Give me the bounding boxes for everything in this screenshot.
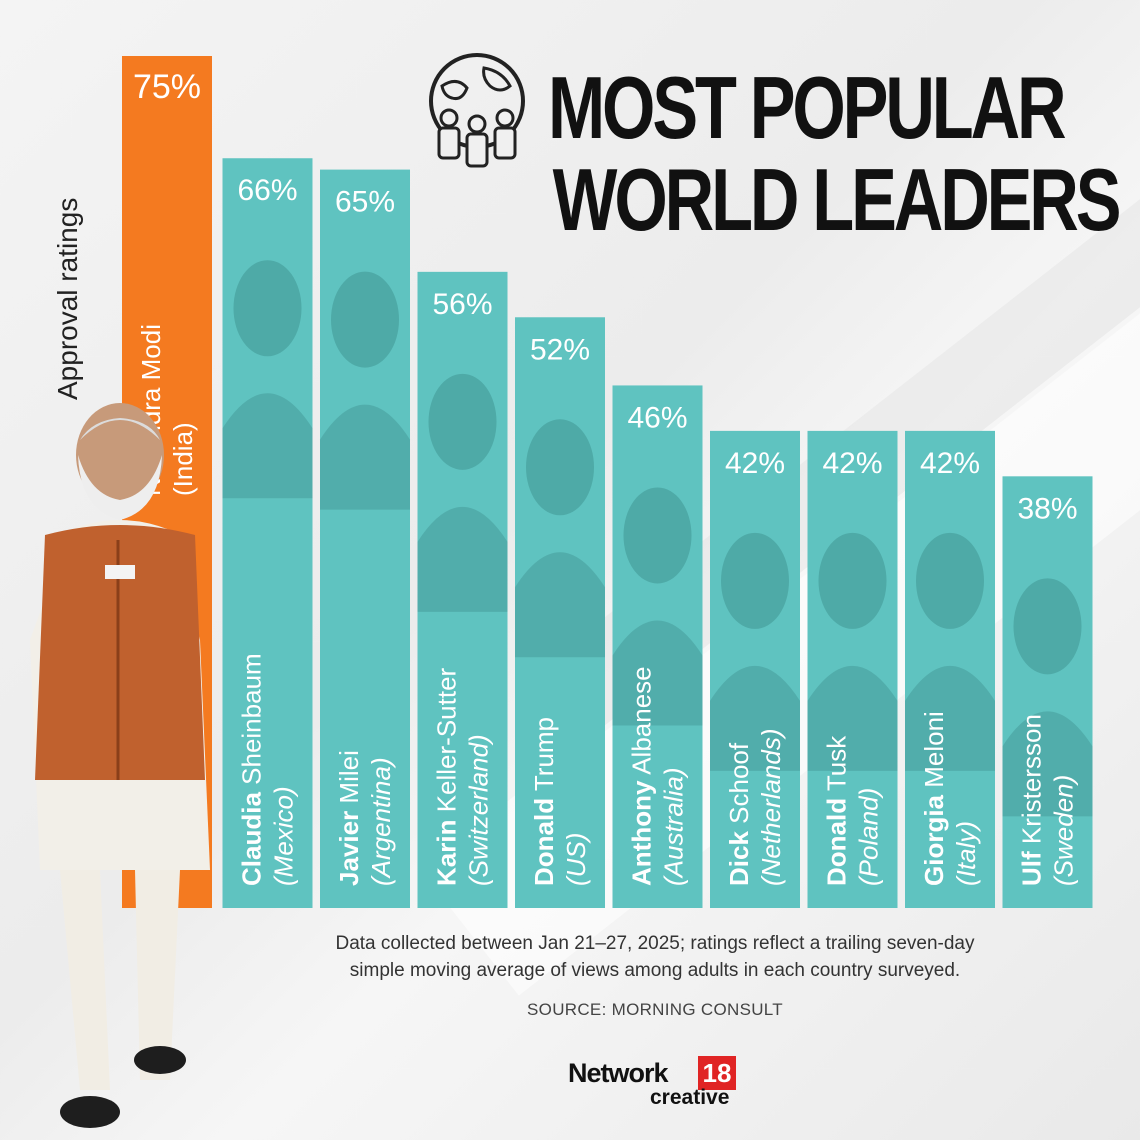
bar-2 — [320, 169, 410, 909]
chart-title: MOST POPULAR WORLD LEADERS — [548, 58, 1122, 249]
value-label-5: 46% — [627, 401, 687, 434]
portrait-shade-3 — [428, 373, 497, 470]
name-label-3: Karin Keller-Sutter — [432, 667, 462, 886]
source-credit: SOURCE: MORNING CONSULT — [527, 1000, 783, 1019]
footnote-line-1: Data collected between Jan 21–27, 2025; … — [335, 933, 975, 954]
country-label-4: (US) — [561, 833, 591, 886]
bar-group-7: 42% Donald Tusk(Poland) — [807, 430, 898, 908]
value-label-0: 75% — [133, 68, 201, 106]
name-label-8: Giorgia Meloni — [919, 711, 949, 886]
bar-4 — [515, 317, 605, 908]
portrait-shoulders-8 — [905, 665, 995, 771]
bar-group-6: 42% Dick Schoof (Netherlands) — [710, 430, 800, 908]
country-label-5: (Australia) — [659, 768, 689, 886]
value-label-8: 42% — [920, 447, 980, 480]
name-label-1: Claudia Sheinbaum — [237, 653, 267, 886]
name-label-6: Dick Schoof — [724, 742, 754, 886]
bar-group-5: 46% Anthony Albanese(Australia) — [612, 385, 703, 908]
value-label-7: 42% — [822, 447, 882, 480]
name-label-2: Javier Milei — [334, 750, 364, 886]
country-label-3: (Switzerland) — [464, 734, 494, 886]
value-label-2: 65% — [335, 186, 395, 219]
bar-group-4: 52% Donald Trump(US) — [515, 317, 605, 908]
value-label-3: 56% — [432, 288, 492, 321]
portrait-shoulders-1 — [222, 393, 313, 499]
network18-logo: Network 18 creative — [568, 1056, 758, 1114]
bar-8 — [905, 430, 995, 908]
portrait-shade-1 — [233, 260, 302, 357]
bar-9 — [1002, 476, 1093, 908]
name-label-4: Donald Trump — [529, 717, 559, 886]
value-label-1: 66% — [237, 174, 297, 207]
value-label-9: 38% — [1017, 492, 1077, 525]
title-line-2: WORLD LEADERS — [552, 150, 1122, 249]
country-label-0: (India) — [168, 422, 198, 496]
country-label-2: (Argentina) — [366, 757, 396, 886]
portrait-shade-5 — [623, 487, 692, 584]
value-label-4: 52% — [530, 333, 590, 366]
bar-5 — [612, 385, 703, 908]
country-label-6: (Netherlands) — [756, 728, 786, 886]
portrait-shade-6 — [721, 532, 789, 629]
portrait-shoulders-2 — [320, 404, 410, 510]
leader-figure-illustration — [30, 403, 210, 1128]
name-label-7: Donald Tusk — [822, 735, 852, 886]
bar-6 — [710, 430, 800, 908]
logo-badge: 18 — [698, 1056, 736, 1090]
portrait-shade-9 — [1013, 578, 1082, 675]
country-label-9: (Sweden) — [1049, 775, 1079, 886]
bar-7 — [807, 430, 898, 908]
bar-3 — [417, 271, 508, 909]
footnote: Data collected between Jan 21–27, 2025; … — [250, 930, 1060, 984]
bar-group-1: 66% Claudia Sheinbaum(Mexico) — [222, 158, 313, 909]
bar-group-2: 65% Javier Milei (Argentina) — [320, 169, 410, 909]
bar-group-3: 56% Karin Keller-Sutter (Switzerland) — [417, 271, 508, 909]
portrait-shade-2 — [331, 271, 399, 368]
portrait-shade-8 — [916, 532, 984, 629]
country-label-7: (Poland) — [854, 788, 884, 886]
name-label-5: Anthony Albanese — [627, 666, 657, 886]
y-axis-label: Approval ratings — [52, 197, 83, 400]
footnote-line-2: simple moving average of views among adu… — [349, 960, 961, 981]
portrait-shoulders-9 — [1002, 711, 1093, 817]
country-label-8: (Italy) — [951, 821, 981, 886]
logo-network-text: Network — [568, 1058, 669, 1088]
globe-people-icon — [412, 46, 542, 176]
bar-group-8: 42% Giorgia Meloni(Italy) — [905, 430, 995, 908]
portrait-shoulders-5 — [612, 620, 703, 726]
value-label-6: 42% — [725, 447, 785, 480]
portrait-shoulders-6 — [710, 665, 800, 771]
country-label-1: (Mexico) — [269, 786, 299, 886]
bar-group-9: 38% Ulf Kristersson (Sweden) — [1002, 476, 1093, 908]
bar-1 — [222, 158, 313, 909]
portrait-shoulders-7 — [807, 665, 898, 771]
portrait-shoulders-3 — [417, 506, 508, 612]
title-line-1: MOST POPULAR — [548, 58, 1067, 157]
portrait-shade-7 — [818, 532, 887, 629]
logo-creative-text: creative — [650, 1086, 730, 1109]
portrait-shoulders-4 — [515, 552, 605, 658]
portrait-shade-4 — [526, 419, 594, 516]
name-label-9: Ulf Kristersson — [1017, 714, 1047, 886]
